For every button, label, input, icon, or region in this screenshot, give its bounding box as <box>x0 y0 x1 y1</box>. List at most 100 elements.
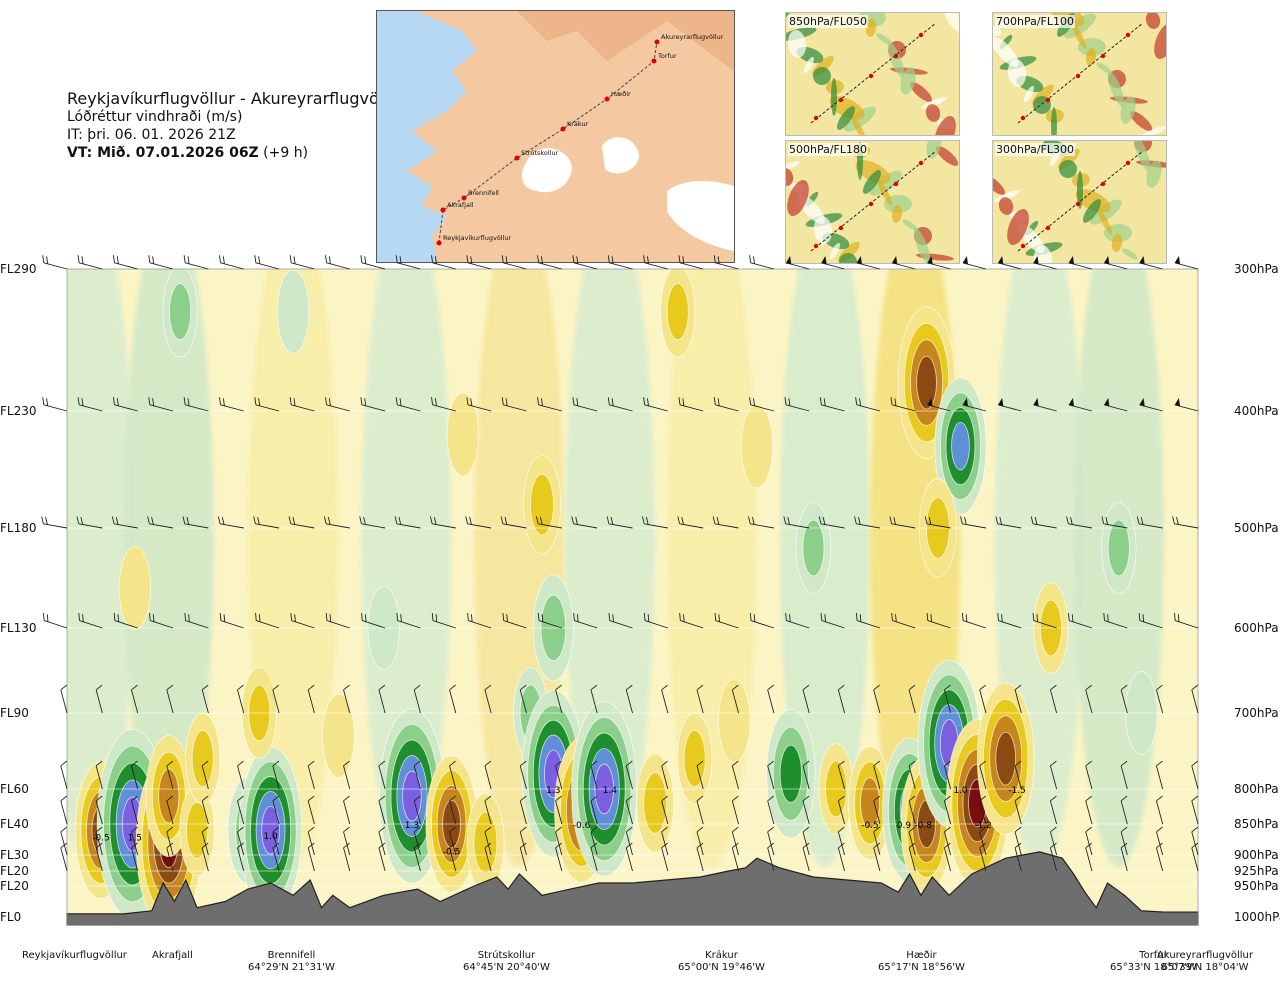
fl-tick-label: FL290 <box>0 262 37 276</box>
wind-barb <box>449 684 457 714</box>
wind-barb <box>323 516 350 529</box>
contour-cell <box>795 502 832 594</box>
contour-cell <box>848 745 892 861</box>
velocity-field <box>67 269 1198 925</box>
thumb-waypoint <box>1075 201 1081 207</box>
thumb-waypoint <box>1020 115 1026 121</box>
wind-barb <box>131 795 139 825</box>
contour-cell <box>261 805 280 855</box>
thumb-blob <box>902 219 918 231</box>
wind-barb <box>642 516 668 529</box>
wind-barb <box>467 612 492 629</box>
wind-barb <box>60 760 68 790</box>
contour-cell <box>250 776 292 885</box>
wind-barb <box>555 684 563 714</box>
station-name: Hæðir <box>906 950 937 961</box>
wind-barb <box>1049 795 1058 825</box>
wind-barb <box>95 795 103 825</box>
terrain-profile <box>66 851 1199 926</box>
wind-barb <box>1085 760 1093 790</box>
wind-barb <box>537 397 562 412</box>
contour-cell <box>976 682 1035 835</box>
contour-cell <box>1107 519 1130 577</box>
thumb-blob <box>787 30 807 58</box>
wind-barb <box>749 397 774 412</box>
thumb-blob <box>993 190 1021 202</box>
thumb-blob <box>1140 126 1166 135</box>
route-title: Reykjavíkurflugvöllur - Akureyrarflugvöl… <box>67 89 405 108</box>
wind-barb <box>837 842 845 872</box>
contour-cell <box>185 712 221 805</box>
wind-barb <box>449 842 457 872</box>
wind-barb <box>184 612 209 629</box>
wind-barb <box>1156 760 1164 790</box>
wind-barb <box>413 795 421 825</box>
wind-barb <box>555 760 563 790</box>
thumbnail-300[interactable]: 300hPa/FL300 <box>992 140 1167 264</box>
contour-cell <box>96 728 169 920</box>
wind-barb <box>891 612 916 629</box>
wind-barb <box>873 760 881 790</box>
wind-barb <box>908 760 916 790</box>
contour-cell <box>643 772 667 834</box>
wind-barb <box>484 684 492 714</box>
wind-barb <box>979 684 987 714</box>
contour-cell <box>897 306 956 459</box>
station-label: Strútskollur 64°45'N 20°40'W <box>463 950 550 974</box>
thumb-blob <box>851 116 867 135</box>
wind-barb <box>926 612 951 629</box>
wind-barb <box>307 760 315 790</box>
wind-barb <box>183 397 209 412</box>
thumb-route <box>810 22 937 124</box>
thumbnail-700[interactable]: 700hPa/FL100 <box>992 12 1167 136</box>
wind-barb <box>997 612 1022 629</box>
station-label: Akrafjall <box>152 950 193 962</box>
wind-barb <box>519 760 527 790</box>
wind-barb <box>166 760 174 790</box>
wind-barb <box>253 516 280 529</box>
contour-cell <box>766 708 816 839</box>
contour-cell <box>956 748 998 858</box>
wind-barb <box>307 684 315 714</box>
wind-barb <box>979 842 987 872</box>
wind-barb <box>571 516 598 529</box>
wind-barb <box>943 842 952 872</box>
contour-cell <box>191 730 214 787</box>
wind-barb <box>111 516 138 529</box>
wind-barb <box>696 760 704 790</box>
map-glacier <box>521 148 572 193</box>
thumb-blob <box>862 170 882 194</box>
wind-barb <box>219 255 244 270</box>
thumbnail-850[interactable]: 850hPa/FL050 <box>785 12 960 136</box>
map-waypoint <box>560 126 566 132</box>
wind-barb <box>1014 826 1022 856</box>
thumb-blob <box>909 82 933 102</box>
wind-barb <box>908 842 916 872</box>
wind-barb <box>979 795 987 825</box>
thumb-route <box>810 150 937 252</box>
thumb-blob <box>944 13 959 38</box>
contour-cell <box>962 763 993 843</box>
thumbnail-500[interactable]: 500hPa/FL180 <box>785 140 960 264</box>
field-background <box>67 269 1198 925</box>
wind-barb <box>1191 842 1199 872</box>
wind-barb <box>1120 760 1128 790</box>
thumb-blob <box>1154 22 1166 60</box>
contour-cell <box>911 785 942 863</box>
contour-cell <box>80 776 122 884</box>
wind-barb <box>661 842 669 872</box>
contour-cell <box>527 704 580 843</box>
value-label: 1.0 <box>953 786 968 796</box>
wind-barb <box>343 795 351 825</box>
wind-barb <box>484 760 492 790</box>
wind-barb <box>1014 760 1022 790</box>
thumb-blob <box>1059 160 1077 178</box>
wind-barb <box>449 760 457 790</box>
wind-barb <box>818 516 845 529</box>
thumb-blob <box>1120 96 1136 124</box>
wind-barb <box>767 826 775 856</box>
wind-barb <box>413 684 421 714</box>
contour-cell <box>241 667 277 759</box>
thumb-blob <box>830 242 840 260</box>
contour-cell <box>854 761 886 845</box>
